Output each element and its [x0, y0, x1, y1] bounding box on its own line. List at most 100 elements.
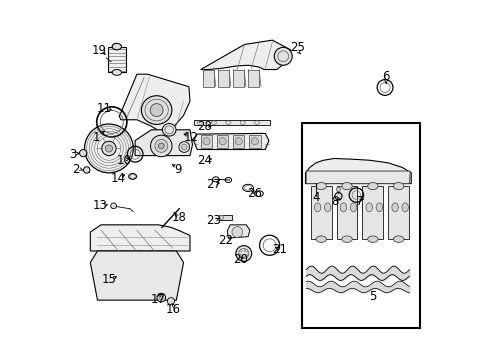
- Circle shape: [336, 187, 340, 192]
- Ellipse shape: [393, 236, 403, 242]
- Text: 13: 13: [93, 199, 107, 212]
- Bar: [336, 186, 357, 239]
- Circle shape: [105, 145, 112, 152]
- Text: 20: 20: [232, 253, 247, 266]
- Bar: [301, 123, 419, 328]
- Text: 16: 16: [165, 303, 181, 316]
- Bar: [80, 151, 86, 155]
- Circle shape: [159, 296, 163, 300]
- Bar: [233, 135, 244, 148]
- Ellipse shape: [141, 96, 171, 125]
- Text: 27: 27: [206, 178, 221, 191]
- Ellipse shape: [393, 183, 403, 190]
- Circle shape: [83, 167, 90, 173]
- Polygon shape: [227, 225, 249, 238]
- Circle shape: [334, 193, 341, 200]
- Text: 21: 21: [272, 243, 286, 256]
- Text: 9: 9: [174, 163, 182, 176]
- Bar: [194, 120, 269, 126]
- Bar: [218, 69, 228, 87]
- Circle shape: [231, 226, 242, 237]
- Text: 7: 7: [355, 195, 362, 208]
- Circle shape: [102, 141, 116, 156]
- Text: 24: 24: [197, 154, 212, 167]
- Circle shape: [251, 138, 258, 145]
- Ellipse shape: [367, 183, 377, 190]
- Circle shape: [179, 141, 189, 152]
- Bar: [218, 215, 232, 220]
- Polygon shape: [135, 130, 192, 156]
- Text: 8: 8: [330, 195, 338, 208]
- Bar: [233, 69, 244, 87]
- Circle shape: [219, 138, 226, 145]
- Ellipse shape: [315, 183, 326, 190]
- Ellipse shape: [162, 123, 176, 136]
- Bar: [387, 186, 408, 239]
- Text: 3: 3: [68, 148, 76, 161]
- Circle shape: [219, 215, 223, 220]
- Polygon shape: [119, 74, 190, 131]
- Polygon shape: [193, 134, 268, 149]
- Polygon shape: [90, 225, 190, 251]
- Text: 15: 15: [102, 273, 116, 286]
- Text: 22: 22: [218, 234, 233, 247]
- Text: 28: 28: [197, 121, 211, 134]
- Ellipse shape: [315, 236, 326, 242]
- Circle shape: [155, 139, 167, 152]
- Polygon shape: [305, 171, 409, 184]
- Ellipse shape: [314, 203, 320, 212]
- Ellipse shape: [112, 43, 121, 50]
- Text: 23: 23: [206, 214, 221, 227]
- Circle shape: [84, 124, 133, 173]
- Bar: [217, 135, 228, 148]
- Bar: [248, 69, 259, 87]
- Text: 4: 4: [312, 192, 319, 204]
- Text: 17: 17: [150, 293, 165, 306]
- Circle shape: [274, 47, 292, 65]
- Ellipse shape: [391, 203, 398, 212]
- Ellipse shape: [375, 203, 382, 212]
- Circle shape: [203, 138, 210, 145]
- Circle shape: [158, 143, 164, 149]
- Text: 25: 25: [289, 41, 305, 54]
- Circle shape: [235, 138, 242, 145]
- Text: 2: 2: [72, 163, 80, 176]
- Text: 14: 14: [111, 172, 125, 185]
- Text: 5: 5: [368, 290, 376, 303]
- Ellipse shape: [341, 236, 351, 242]
- Bar: [310, 186, 331, 239]
- Ellipse shape: [367, 236, 377, 242]
- Bar: [84, 168, 89, 172]
- Circle shape: [235, 246, 251, 261]
- Ellipse shape: [341, 183, 351, 190]
- Text: 10: 10: [117, 154, 132, 167]
- Circle shape: [150, 104, 163, 117]
- Bar: [201, 135, 212, 148]
- Ellipse shape: [401, 203, 407, 212]
- Text: 12: 12: [183, 131, 199, 144]
- Bar: [249, 135, 260, 148]
- Text: 6: 6: [382, 69, 389, 82]
- Polygon shape: [90, 251, 183, 300]
- Text: 19: 19: [92, 44, 106, 57]
- Ellipse shape: [349, 203, 356, 212]
- Bar: [362, 186, 383, 239]
- Ellipse shape: [366, 203, 372, 212]
- Ellipse shape: [324, 203, 330, 212]
- Circle shape: [80, 149, 86, 157]
- Text: 1: 1: [93, 131, 101, 144]
- Bar: [107, 46, 126, 72]
- Text: 26: 26: [246, 187, 262, 200]
- Ellipse shape: [112, 69, 121, 75]
- Text: 11: 11: [97, 102, 112, 115]
- Polygon shape: [201, 40, 290, 69]
- Bar: [203, 69, 214, 87]
- Polygon shape: [305, 158, 410, 184]
- Circle shape: [150, 135, 172, 157]
- Circle shape: [181, 144, 187, 150]
- Circle shape: [110, 203, 116, 209]
- Ellipse shape: [340, 203, 346, 212]
- Circle shape: [157, 293, 165, 302]
- Text: 18: 18: [171, 211, 186, 224]
- Circle shape: [167, 298, 174, 305]
